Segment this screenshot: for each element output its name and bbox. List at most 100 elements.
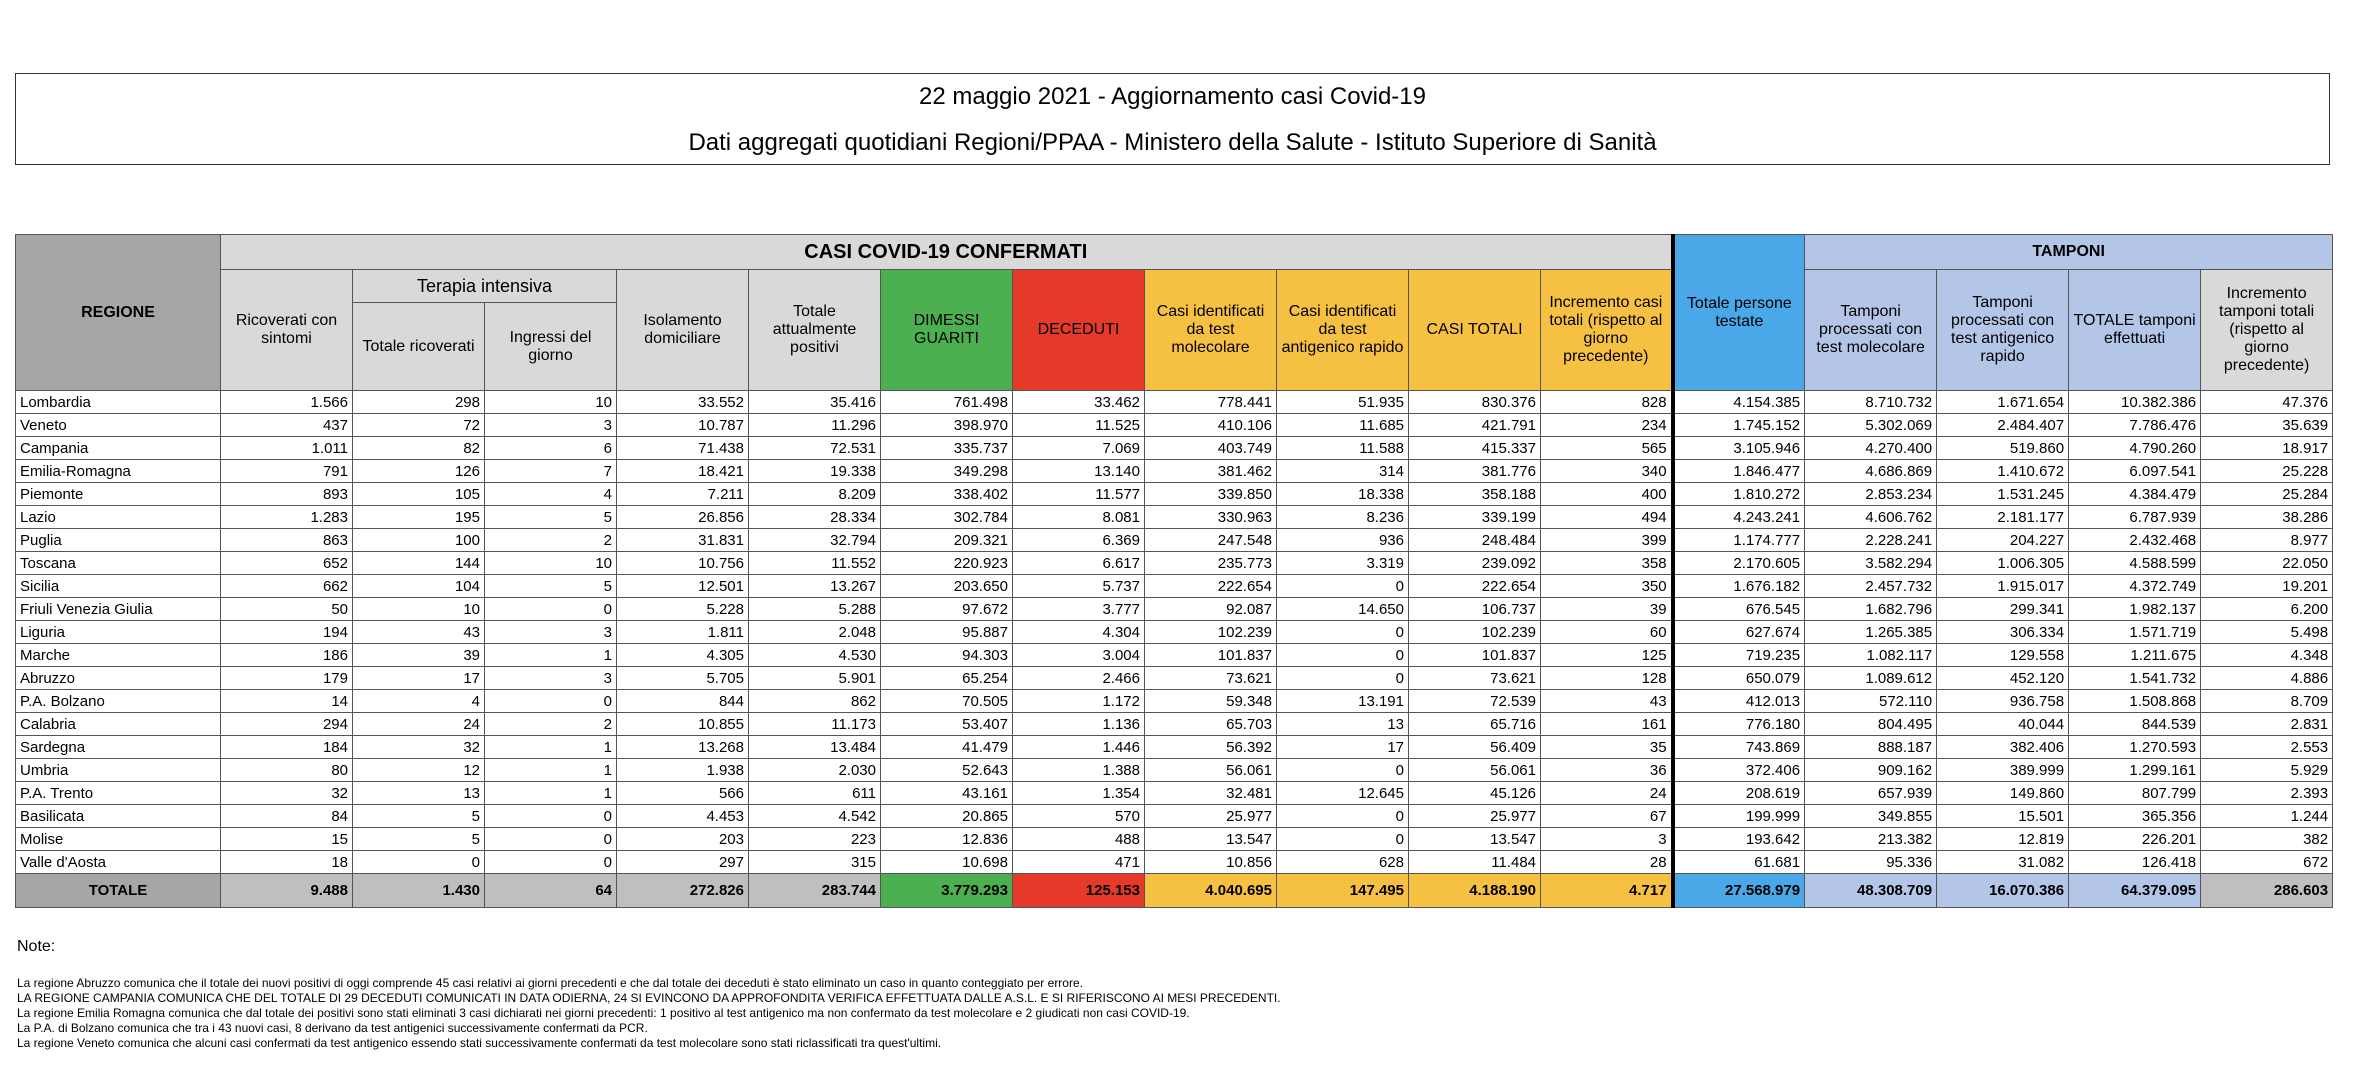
- cell: 1.938: [616, 758, 749, 782]
- cell: 11.525: [1012, 413, 1145, 437]
- cell: 302.784: [880, 505, 1013, 529]
- cell: 50: [220, 597, 353, 621]
- cell: 39: [1539, 597, 1674, 621]
- cell: 339.850: [1144, 482, 1277, 506]
- cell: 399: [1539, 528, 1674, 552]
- cell: 358.188: [1408, 482, 1541, 506]
- cell: 471: [1012, 850, 1145, 874]
- region-name: Molise: [15, 827, 221, 851]
- cell: 1.745.152: [1670, 413, 1806, 437]
- cell: 1.446: [1012, 735, 1145, 759]
- cell: 628: [1276, 850, 1409, 874]
- cell: 8.977: [2200, 528, 2334, 552]
- cell: 791: [220, 459, 353, 483]
- cell: 0: [1276, 666, 1409, 690]
- group-header: TAMPONI: [1804, 234, 2334, 270]
- table-row: Marche 186 39 1 4.305 4.530 94.303 3.004 101.837…: [15, 643, 2334, 667]
- cell: 3: [484, 413, 617, 437]
- cell: 0: [1276, 827, 1409, 851]
- title: 22 maggio 2021 - Aggiornamento casi Covi…: [919, 83, 1426, 110]
- cell: 95.336: [1804, 850, 1938, 874]
- column-header: Incremento tamponi totali (rispetto al g…: [2200, 269, 2334, 391]
- region-name: Toscana: [15, 551, 221, 575]
- cell: 4.588.599: [2068, 551, 2202, 575]
- cell: 1.508.868: [2068, 689, 2202, 713]
- cell: 10.787: [616, 413, 749, 437]
- cell: 35.416: [748, 390, 881, 414]
- region-name: Veneto: [15, 413, 221, 437]
- cell: 3.319: [1276, 551, 1409, 575]
- cell: 365.356: [2068, 804, 2202, 828]
- cell: 73.621: [1144, 666, 1277, 690]
- cell: 53.407: [880, 712, 1013, 736]
- region-name: Umbria: [15, 758, 221, 782]
- column-header: CASI TOTALI: [1408, 269, 1541, 391]
- cell: 807.799: [2068, 781, 2202, 805]
- cell: 32: [352, 735, 485, 759]
- table-row: P.A. Trento 32 13 1 566 611 43.161 1.354 32.481 1…: [15, 781, 2334, 805]
- region-name: Valle d'Aosta: [15, 850, 221, 874]
- total-cell: 27.568.979: [1670, 873, 1806, 908]
- table-row: Emilia-Romagna 791 126 7 18.421 19.338 349.298…: [15, 459, 2334, 483]
- cell: 36: [1539, 758, 1674, 782]
- cell: 566: [616, 781, 749, 805]
- cell: 1.172: [1012, 689, 1145, 713]
- cell: 314: [1276, 459, 1409, 483]
- note-line: LA REGIONE CAMPANIA COMUNICA CHE DEL TOT…: [17, 991, 1281, 1005]
- notes-label: Note:: [17, 938, 56, 955]
- cell: 3: [484, 666, 617, 690]
- cell: 1.531.245: [1936, 482, 2070, 506]
- cell: 52.643: [880, 758, 1013, 782]
- table-row: Sardegna 184 32 1 13.268 13.484 41.479 1.446 56.…: [15, 735, 2334, 759]
- cell: 3.105.946: [1670, 436, 1806, 460]
- cell: 223: [748, 827, 881, 851]
- region-name: Marche: [15, 643, 221, 667]
- table-row: Basilicata 84 5 0 4.453 4.542 20.865 570 25.977 0…: [15, 804, 2334, 828]
- cell: 65.254: [880, 666, 1013, 690]
- cell: 335.737: [880, 436, 1013, 460]
- cell: 7.211: [616, 482, 749, 506]
- cell: 1.541.732: [2068, 666, 2202, 690]
- cell: 208.619: [1670, 781, 1806, 805]
- cell: 13.547: [1144, 827, 1277, 851]
- cell: 72.539: [1408, 689, 1541, 713]
- cell: 844.539: [2068, 712, 2202, 736]
- total-cell: 4.040.695: [1144, 873, 1277, 908]
- cell: 0: [1276, 758, 1409, 782]
- cell: 10.382.386: [2068, 390, 2202, 414]
- cell: 5: [484, 505, 617, 529]
- cell: 80: [220, 758, 353, 782]
- total-cell: 64: [484, 873, 617, 908]
- cell: 24: [352, 712, 485, 736]
- cell: 100: [352, 528, 485, 552]
- table-row: Lombardia 1.566 298 10 33.552 35.416 761.498 33…: [15, 390, 2334, 414]
- table-row: Piemonte 893 105 4 7.211 8.209 338.402 11.577 33…: [15, 482, 2334, 506]
- cell: 17: [352, 666, 485, 690]
- cell: 7.786.476: [2068, 413, 2202, 437]
- cell: 67: [1539, 804, 1674, 828]
- cell: 315: [748, 850, 881, 874]
- cell: 239.092: [1408, 551, 1541, 575]
- cell: 5: [352, 804, 485, 828]
- cell: 11.588: [1276, 436, 1409, 460]
- cell: 226.201: [2068, 827, 2202, 851]
- column-header: DECEDUTI: [1012, 269, 1145, 391]
- table-body: Lombardia 1.566 298 10 33.552 35.416 761.498 33…: [15, 390, 2334, 908]
- cell: 0: [352, 850, 485, 874]
- column-header: Casi identificati da test antigenico rap…: [1276, 269, 1409, 391]
- cell: 184: [220, 735, 353, 759]
- cell: 32: [220, 781, 353, 805]
- cell: 18.421: [616, 459, 749, 483]
- cell: 18.338: [1276, 482, 1409, 506]
- cell: 2.457.732: [1804, 574, 1938, 598]
- cell: 3: [484, 620, 617, 644]
- cell: 1.244: [2200, 804, 2334, 828]
- cell: 0: [484, 827, 617, 851]
- cell: 28.334: [748, 505, 881, 529]
- total-label: TOTALE: [15, 873, 221, 908]
- cell: 71.438: [616, 436, 749, 460]
- cell: 1.846.477: [1670, 459, 1806, 483]
- cell: 421.791: [1408, 413, 1541, 437]
- cell: 1.682.796: [1804, 597, 1938, 621]
- cell: 70.505: [880, 689, 1013, 713]
